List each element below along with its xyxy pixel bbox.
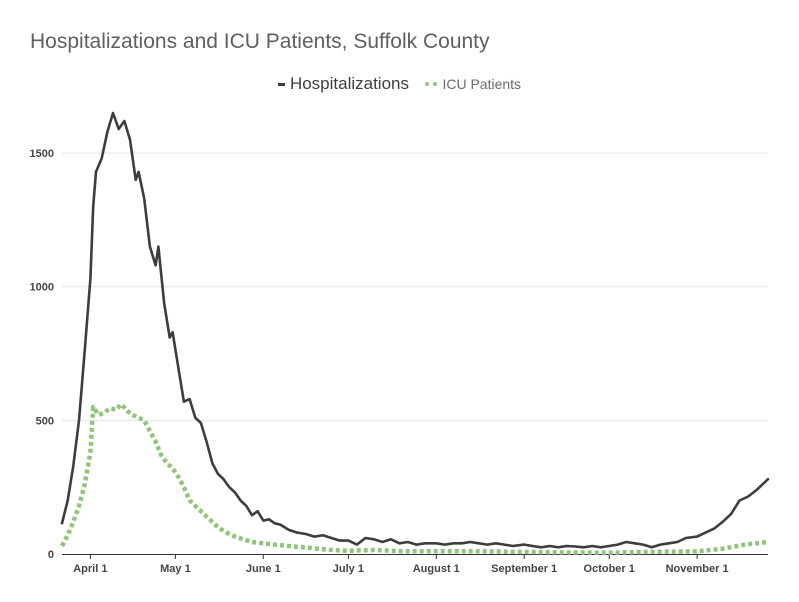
x-tick-label: October 1 — [584, 563, 635, 575]
x-tick-label: April 1 — [73, 563, 107, 575]
x-tick-label: August 1 — [413, 563, 460, 575]
legend-label-icu-patients: ICU Patients — [442, 75, 522, 92]
x-tick-label: November 1 — [666, 563, 729, 575]
series-line-icu-patients — [60, 402, 769, 555]
x-axis-ticks: April 1 May 1 June 1 July 1 August 1 Septembe… — [73, 554, 729, 575]
legend-swatch-hospitalizations — [277, 82, 285, 86]
y-tick-label: 1000 — [30, 282, 54, 294]
x-tick-label: May 1 — [160, 563, 191, 575]
x-tick-label: July 1 — [333, 563, 364, 575]
chart-title: Hospitalizations and ICU Patients, Suffo… — [30, 30, 490, 53]
series-group — [60, 111, 770, 555]
legend-label-hospitalizations: Hospitalizations — [289, 74, 409, 93]
y-tick-label: 500 — [36, 415, 54, 427]
legend-item-icu-patients: ICU Patients — [425, 75, 521, 93]
x-tick-label: September 1 — [491, 563, 557, 575]
legend-swatch-icu-patients — [425, 81, 438, 86]
y-tick-label: 1500 — [30, 148, 54, 160]
legend-item-hospitalizations: Hospitalizations — [277, 74, 409, 94]
y-axis-ticks: 0 500 1000 1500 — [30, 148, 54, 561]
series-line-hospitalizations — [60, 111, 770, 549]
x-tick-label: June 1 — [246, 563, 281, 575]
y-tick-label: 0 — [48, 549, 54, 561]
chart-legend: Hospitalizations ICU Patients — [0, 74, 799, 94]
gridlines — [62, 152, 768, 421]
